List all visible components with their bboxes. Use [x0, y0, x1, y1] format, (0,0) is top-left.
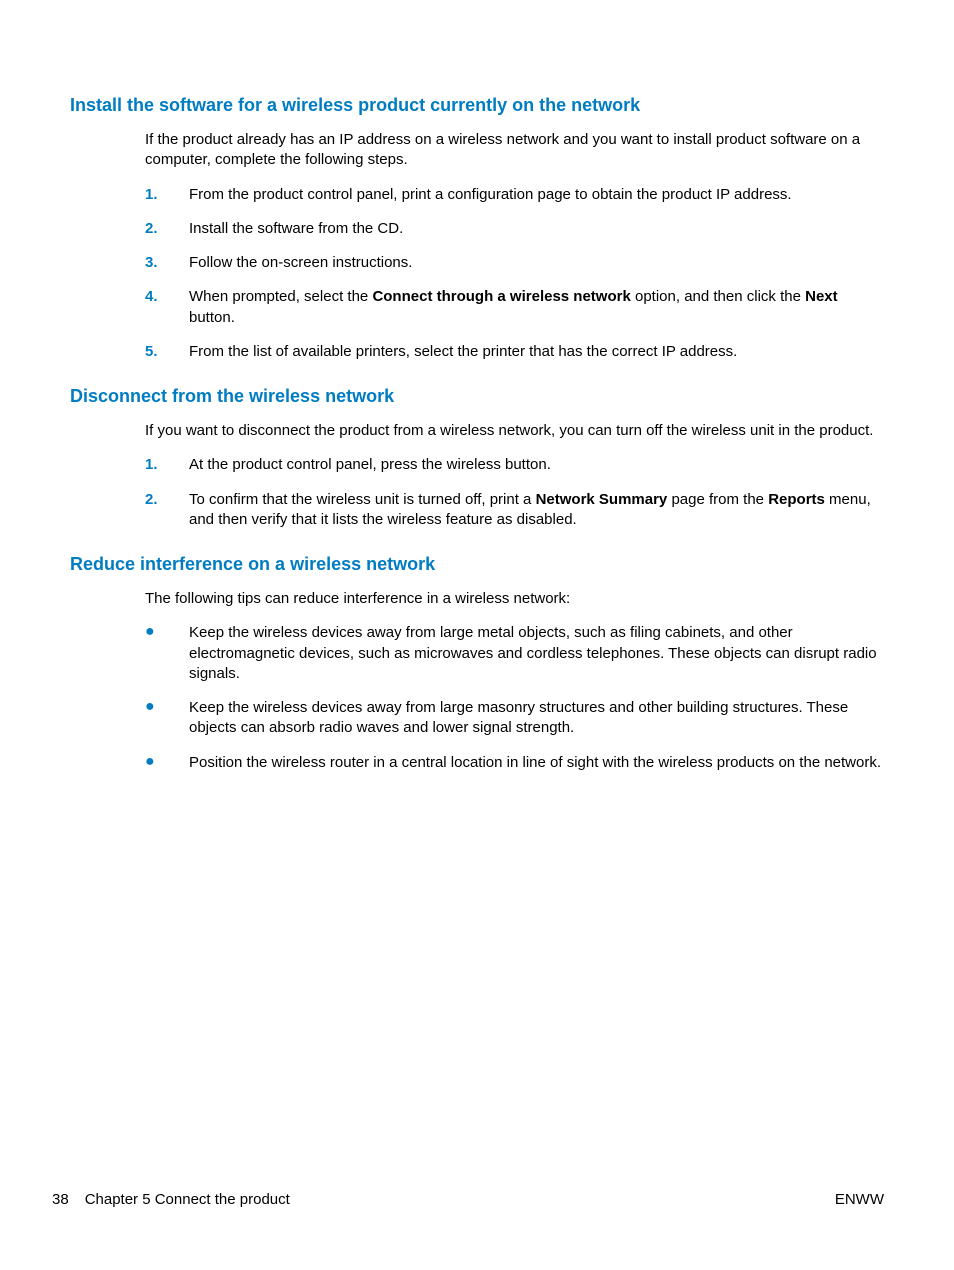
step-text: To confirm that the wireless unit is tur… — [189, 490, 884, 531]
step-item: 2. Install the software from the CD. — [145, 219, 884, 239]
bullets-reduce: ● Keep the wireless devices away from la… — [145, 623, 884, 773]
heading-disconnect: Disconnect from the wireless network — [70, 386, 884, 407]
steps-disconnect: 1. At the product control panel, press t… — [145, 455, 884, 530]
heading-install: Install the software for a wireless prod… — [70, 95, 884, 116]
bullet-item: ● Keep the wireless devices away from la… — [145, 623, 884, 684]
intro-install: If the product already has an IP address… — [145, 130, 884, 171]
step-number: 2. — [145, 490, 165, 531]
section-disconnect: Disconnect from the wireless network If … — [70, 386, 884, 530]
step-text-part: When prompted, select the — [189, 288, 372, 305]
step-text-part: page from the — [667, 491, 768, 508]
chapter-title: Chapter 5 Connect the product — [85, 1191, 290, 1208]
bullet-item: ● Position the wireless router in a cent… — [145, 753, 884, 773]
step-bold: Network Summary — [536, 491, 668, 508]
page-number: 38 — [52, 1191, 69, 1208]
step-text: From the list of available printers, sel… — [189, 342, 884, 362]
step-number: 1. — [145, 455, 165, 475]
step-text: From the product control panel, print a … — [189, 185, 884, 205]
bullet-icon: ● — [145, 753, 165, 773]
step-number: 4. — [145, 287, 165, 328]
section-install: Install the software for a wireless prod… — [70, 95, 884, 362]
section-reduce: Reduce interference on a wireless networ… — [70, 554, 884, 773]
step-bold: Connect through a wireless network — [372, 288, 630, 305]
step-item: 2. To confirm that the wireless unit is … — [145, 490, 884, 531]
page-footer: 38 Chapter 5 Connect the product ENWW — [52, 1191, 884, 1208]
step-number: 2. — [145, 219, 165, 239]
step-bold: Next — [805, 288, 838, 305]
step-number: 1. — [145, 185, 165, 205]
step-text-part: To confirm that the wireless unit is tur… — [189, 491, 536, 508]
bullet-text: Keep the wireless devices away from larg… — [189, 698, 884, 739]
heading-reduce: Reduce interference on a wireless networ… — [70, 554, 884, 575]
step-text: Install the software from the CD. — [189, 219, 884, 239]
step-bold: Reports — [768, 491, 825, 508]
step-text: When prompted, select the Connect throug… — [189, 287, 884, 328]
intro-reduce: The following tips can reduce interferen… — [145, 589, 884, 609]
step-item: 4. When prompted, select the Connect thr… — [145, 287, 884, 328]
bullet-icon: ● — [145, 623, 165, 684]
bullet-icon: ● — [145, 698, 165, 739]
bullet-text: Keep the wireless devices away from larg… — [189, 623, 884, 684]
step-number: 3. — [145, 253, 165, 273]
intro-disconnect: If you want to disconnect the product fr… — [145, 421, 884, 441]
step-number: 5. — [145, 342, 165, 362]
steps-install: 1. From the product control panel, print… — [145, 185, 884, 363]
step-text: Follow the on-screen instructions. — [189, 253, 884, 273]
bullet-text: Position the wireless router in a centra… — [189, 753, 884, 773]
step-text-part: option, and then click the — [631, 288, 805, 305]
step-text-part: button. — [189, 309, 235, 326]
document-page: Install the software for a wireless prod… — [0, 0, 954, 1270]
bullet-item: ● Keep the wireless devices away from la… — [145, 698, 884, 739]
footer-right: ENWW — [835, 1191, 884, 1208]
step-item: 1. At the product control panel, press t… — [145, 455, 884, 475]
step-text: At the product control panel, press the … — [189, 455, 884, 475]
step-item: 5. From the list of available printers, … — [145, 342, 884, 362]
step-item: 3. Follow the on-screen instructions. — [145, 253, 884, 273]
step-item: 1. From the product control panel, print… — [145, 185, 884, 205]
footer-left: 38 Chapter 5 Connect the product — [52, 1191, 290, 1208]
